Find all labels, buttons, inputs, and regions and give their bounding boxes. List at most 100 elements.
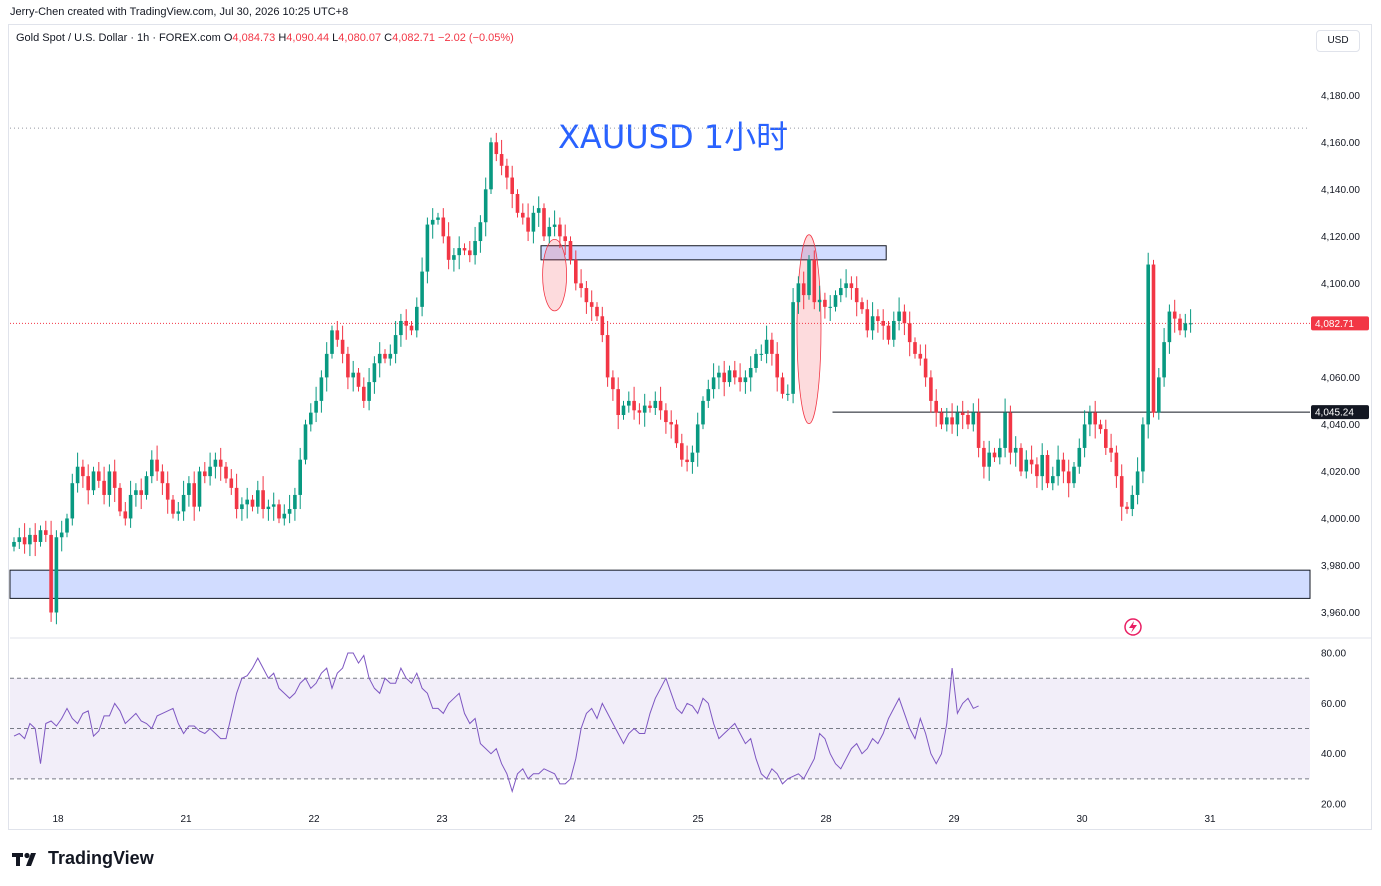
high-label: H xyxy=(278,32,287,44)
tradingview-brand: TradingView xyxy=(48,848,154,868)
candle-body xyxy=(828,306,832,308)
candle xyxy=(293,487,297,521)
candle-body xyxy=(1172,311,1177,319)
candle xyxy=(674,419,679,448)
candle-body xyxy=(367,382,371,401)
candle xyxy=(939,407,944,430)
candle xyxy=(22,523,27,554)
x-tick-label: 28 xyxy=(820,814,832,825)
candle-body xyxy=(764,339,769,354)
candle-body xyxy=(1066,471,1071,484)
candle xyxy=(828,295,832,321)
candle-body xyxy=(531,212,536,232)
rsi-tick-label: 20.00 xyxy=(1321,800,1346,811)
candle xyxy=(388,344,393,366)
candle-body xyxy=(49,534,53,613)
candle xyxy=(876,309,880,333)
candle xyxy=(340,325,345,364)
candle-body xyxy=(754,353,758,368)
candle-body xyxy=(165,483,170,500)
lightning-icon xyxy=(1124,618,1142,636)
candle-body xyxy=(642,405,647,413)
candle xyxy=(998,438,1002,465)
candle xyxy=(897,297,901,331)
candle-body xyxy=(892,320,896,340)
candle-body xyxy=(881,320,885,326)
candle xyxy=(627,391,631,413)
candle xyxy=(38,525,43,547)
candle-body xyxy=(245,499,249,505)
candle xyxy=(324,342,329,392)
price-tick-label: 4,040.00 xyxy=(1321,420,1360,431)
candle-body xyxy=(261,490,265,510)
candle-body xyxy=(748,367,753,378)
candle xyxy=(812,250,817,310)
candle xyxy=(653,391,658,416)
price-tick-label: 4,000.00 xyxy=(1321,514,1360,525)
candle-body xyxy=(17,537,22,542)
candle-body xyxy=(1146,264,1150,425)
candle xyxy=(881,309,885,340)
candle-body xyxy=(28,534,32,545)
candle-body xyxy=(876,316,880,321)
price-tick-label: 3,980.00 xyxy=(1321,561,1360,572)
candle-body xyxy=(1072,466,1076,484)
rsi-tick-label: 40.00 xyxy=(1321,749,1346,760)
candle xyxy=(1114,445,1119,488)
candle-body xyxy=(203,471,207,477)
candle-body xyxy=(277,504,281,519)
candle xyxy=(1066,459,1071,498)
candle xyxy=(208,452,212,486)
candle xyxy=(1130,485,1135,517)
candle xyxy=(934,389,938,427)
candle xyxy=(929,370,933,413)
candle-body xyxy=(786,393,790,395)
candle-body xyxy=(1119,476,1124,507)
candle-body xyxy=(118,487,122,512)
candle xyxy=(849,276,854,300)
close-label: C xyxy=(384,32,393,44)
candle-body xyxy=(1188,323,1193,325)
candle xyxy=(218,447,223,481)
candle xyxy=(489,137,493,195)
candle-body xyxy=(669,422,673,425)
price-tick-label: 3,960.00 xyxy=(1321,608,1360,619)
candle xyxy=(621,400,626,420)
candle xyxy=(494,132,499,162)
candle xyxy=(563,224,567,256)
candle xyxy=(902,304,907,336)
candle-body xyxy=(1178,318,1182,331)
candle-body xyxy=(542,208,546,237)
candle-body xyxy=(711,377,716,390)
candle xyxy=(1082,410,1087,458)
candle-body xyxy=(1114,452,1119,477)
candle-body xyxy=(86,476,90,491)
candle-body xyxy=(377,353,382,364)
candle-body xyxy=(1130,494,1135,510)
candle-body xyxy=(658,400,663,411)
candle-body xyxy=(192,483,196,507)
candle-body xyxy=(229,478,234,488)
candle-body xyxy=(1035,464,1039,477)
price-tick-label: 4,180.00 xyxy=(1321,91,1360,102)
candle xyxy=(49,520,53,622)
symbol-name[interactable]: Gold Spot / U.S. Dollar · 1h · FOREX.com xyxy=(16,32,221,44)
candle-body xyxy=(12,541,16,547)
candle-body xyxy=(833,295,838,307)
candle-body xyxy=(960,412,965,416)
lightning-icon-ring xyxy=(1124,618,1142,636)
candle xyxy=(1135,457,1140,505)
candle-body xyxy=(982,447,986,467)
candle-body xyxy=(404,320,408,326)
candle xyxy=(595,302,599,321)
candle-body xyxy=(38,530,43,542)
x-tick-label: 25 xyxy=(692,814,704,825)
candle-body xyxy=(1109,447,1113,453)
currency-button[interactable]: USD xyxy=(1316,30,1360,52)
tradingview-logo[interactable]: TradingView xyxy=(12,848,154,869)
candle xyxy=(430,208,435,239)
candle xyxy=(399,313,403,347)
candle xyxy=(1051,466,1055,491)
candle xyxy=(823,292,827,319)
